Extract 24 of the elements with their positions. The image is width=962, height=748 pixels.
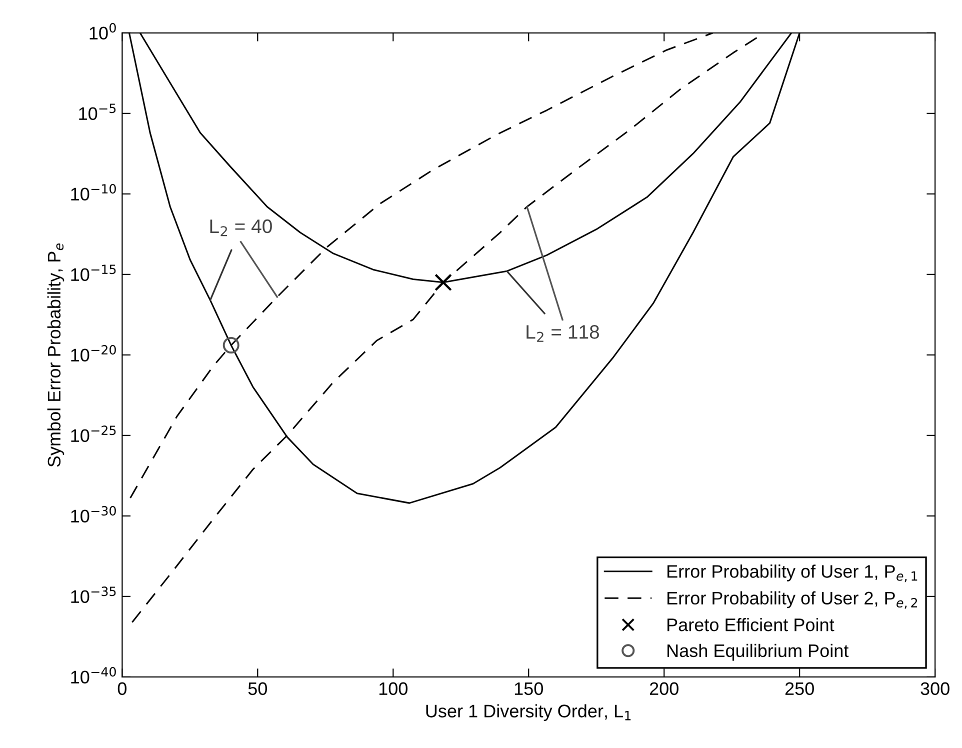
y-tick-label: 10$^{−25}$ (71, 426, 116, 442)
legend-label: Error Probability of User 1, P$_{e,1}$ (668, 564, 918, 582)
y-tick-label: 10$^{−20}$ (71, 345, 116, 362)
y-tick-label: 10$^{−15}$ (71, 264, 116, 282)
x-tick-label: 250 (785, 682, 814, 696)
y-tick-label: 10$^{−40}$ (71, 667, 116, 684)
x-axis-title: User 1 Diversity Order, L$_{1}$ (426, 704, 631, 722)
x-tick-label: 100 (379, 682, 408, 696)
legend-label: Nash Equilibrium Point (668, 644, 849, 661)
y-tick-label: 10$^{−5}$ (79, 104, 116, 120)
y-tick-label: 10$^{−10}$ (71, 184, 116, 200)
y-tick-label: 10$^{0}$ (90, 23, 116, 40)
legend-label: Error Probability of User 2, P$_{e,2}$ (668, 591, 918, 609)
x-tick-label: 200 (650, 682, 678, 696)
y-tick-label: 10$^{−35}$ (71, 586, 116, 604)
x-tick-label: 150 (514, 682, 543, 696)
y-tick-label: 10$^{−30}$ (71, 506, 116, 523)
x-tick-label: 50 (248, 682, 267, 696)
y-axis-title: Symbol Error Probability, P$_{e}$ (47, 243, 64, 467)
x-tick-label: 300 (920, 682, 950, 696)
legend-label: Pareto Efficient Point (668, 618, 834, 632)
annotation: L$_{2}$ = 118 (526, 325, 600, 342)
x-tick-label: 0 (118, 682, 126, 696)
annotation: L$_{2}$ = 40 (210, 219, 272, 236)
